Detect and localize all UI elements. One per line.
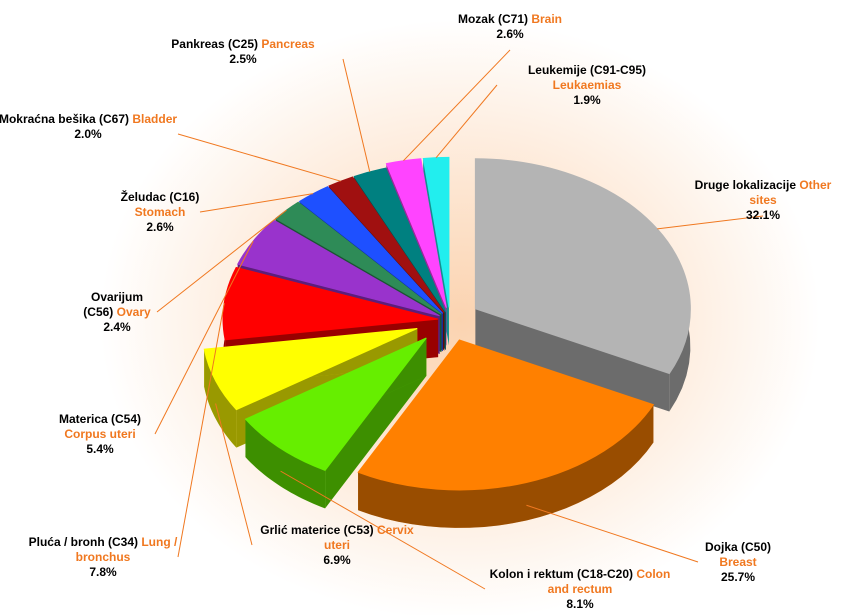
slice-label: Pankreas (C25) Pancreas 2.5%: [143, 37, 343, 67]
slice-label: Želudac (C16) Stomach 2.6%: [120, 190, 200, 235]
leader-line: [199, 193, 314, 213]
slice-label: Materica (C54) Corpus uteri 5.4%: [45, 412, 155, 457]
label-name: Dojka (C50): [704, 540, 772, 554]
leader-line: [403, 49, 511, 162]
slice-label: Ovarijum (C56) Ovary 2.4%: [77, 290, 157, 335]
value-label: 5.4%: [86, 442, 114, 456]
label-name-en: Ovary: [116, 305, 151, 319]
leader-line: [280, 470, 486, 590]
slice: [203, 328, 418, 411]
slice-shade: [204, 349, 237, 448]
value-label: 25.7%: [720, 570, 756, 584]
label-name: Materica (C54): [58, 412, 142, 426]
slice-label: Mozak (C71) Brain 2.6%: [405, 12, 615, 42]
leader-line: [177, 133, 341, 182]
slice-side: [204, 349, 237, 448]
label-name-en: Cervix uteri: [323, 523, 414, 552]
slice: [222, 266, 439, 341]
label-name: Grlić materice (C53): [260, 523, 374, 537]
label-name: Druge lokalizacije: [694, 178, 796, 192]
value-label: 6.9%: [323, 553, 351, 567]
slice-side: [358, 404, 654, 528]
leader-line: [156, 209, 287, 313]
slice-shade: [245, 419, 326, 509]
slice-label: Grlić materice (C53) Cervix uteri 6.9%: [252, 523, 422, 568]
value-label: 1.9%: [573, 93, 601, 107]
label-name: Kolon i rektum (C18-C20): [489, 567, 633, 581]
leader-line: [215, 403, 253, 546]
label-name-en: Lung / bronchus: [75, 535, 178, 564]
leader-line: [154, 240, 254, 435]
leader-line: [526, 504, 699, 563]
label-name: Mozak (C71): [457, 12, 528, 26]
slice-label: Dojka (C50) Breast 25.7%: [698, 540, 778, 585]
leader-line: [435, 84, 498, 159]
label-name: Pluća / bronh (C34): [28, 535, 138, 549]
value-label: 7.8%: [89, 565, 117, 579]
label-name-en: Brain: [531, 12, 563, 26]
slice-label: Mokraćna bešika (C67) Bladder 2.0%: [0, 112, 178, 142]
slice: [357, 339, 655, 491]
value-label: 2.5%: [229, 52, 257, 66]
slice-label: Leukemije (C91-C95) Leukaemias 1.9%: [497, 63, 677, 108]
value-label: 2.6%: [146, 220, 174, 234]
label-name: Mokraćna bešika (C67): [0, 112, 130, 126]
label-name-en: Leukaemias: [552, 78, 622, 92]
leader-line: [342, 58, 371, 172]
slice-side: [475, 308, 670, 412]
slice: [244, 337, 427, 471]
label-name-en: Breast: [719, 555, 757, 569]
label-name-en: Bladder: [132, 112, 178, 126]
value-label: 2.0%: [74, 127, 102, 141]
slice-label: Druge lokalizacije Other sites 32.1%: [688, 178, 838, 223]
slice-label: Pluća / bronh (C34) Lung / bronchus 7.8%: [28, 535, 178, 580]
label-name-en: Pancreas: [261, 37, 315, 51]
slice-side: [245, 419, 326, 509]
label-name: Ovarijum (C56): [83, 290, 144, 319]
label-name: Leukemije (C91-C95): [527, 63, 647, 77]
value-label: 2.6%: [496, 27, 524, 41]
slice: [385, 158, 447, 308]
label-name-en: Other sites: [749, 178, 832, 207]
label-name-en: Colon and rectum: [547, 567, 671, 596]
slice-shade: [358, 404, 654, 528]
slice-label: Kolon i rektum (C18-C20) Colon and rectu…: [485, 567, 675, 612]
label-name: Želudac (C16): [120, 190, 200, 204]
slice-shade: [475, 308, 670, 412]
value-label: 8.1%: [566, 597, 594, 611]
value-label: 2.4%: [103, 320, 131, 334]
label-name-en: Stomach: [134, 205, 186, 219]
leader-line: [657, 215, 764, 230]
label-name: Pankreas (C25): [171, 37, 258, 51]
leader-line: [177, 303, 225, 558]
label-name-en: Corpus uteri: [64, 427, 136, 441]
value-label: 32.1%: [745, 208, 781, 222]
